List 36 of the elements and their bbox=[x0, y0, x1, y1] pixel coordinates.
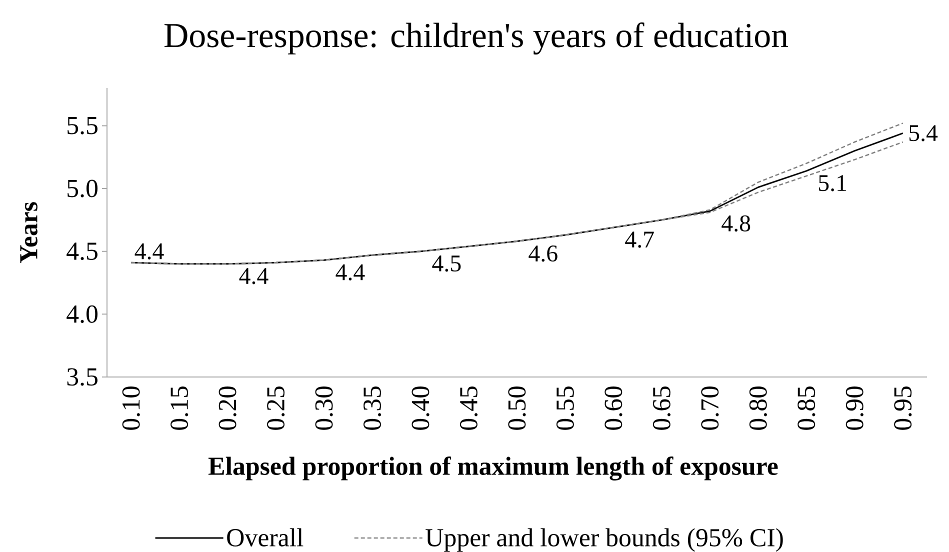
x-tick-label: 0.35 bbox=[363, 386, 382, 430]
data-label: 4.4 bbox=[134, 243, 164, 260]
chart-title: Dose-response: children's years of education bbox=[164, 22, 788, 55]
data-label: 4.4 bbox=[239, 268, 268, 284]
x-tick-label: 0.25 bbox=[267, 386, 285, 430]
x-tick-label: 0.10 bbox=[122, 386, 140, 430]
x-tick-label: 0.40 bbox=[412, 386, 430, 430]
x-tick-label: 0.80 bbox=[749, 386, 767, 430]
x-tick-label: 0.60 bbox=[604, 386, 622, 430]
y-axis-title: Years bbox=[20, 202, 38, 263]
x-tick-label: 0.15 bbox=[170, 386, 188, 430]
data-label: 5.1 bbox=[819, 175, 846, 192]
x-tick-label: 0.55 bbox=[556, 386, 574, 430]
x-tick-label: 0.90 bbox=[846, 386, 864, 430]
y-tick-label: 4.5 bbox=[66, 242, 98, 260]
data-label: 4.5 bbox=[432, 256, 461, 272]
x-tick-label: 0.20 bbox=[218, 386, 236, 430]
x-tick-label: 0.30 bbox=[315, 386, 333, 430]
y-tick-label: 4.0 bbox=[66, 305, 98, 323]
x-tick-label: 0.65 bbox=[652, 386, 670, 430]
data-label: 4.8 bbox=[722, 215, 750, 232]
x-tick-label: 0.45 bbox=[460, 386, 478, 430]
legend-label: Overall bbox=[227, 528, 304, 546]
x-tick-label: 0.50 bbox=[508, 386, 526, 430]
y-tick-label: 5.5 bbox=[68, 117, 98, 134]
data-label: 4.4 bbox=[336, 264, 365, 280]
y-tick-label: 5.0 bbox=[68, 180, 98, 198]
y-tick-label: 3.5 bbox=[67, 368, 98, 386]
data-label: 4.6 bbox=[528, 245, 558, 262]
x-axis-title: Elapsed proportion of maximum length of exposure bbox=[208, 456, 778, 480]
x-tick-label: 0.70 bbox=[701, 386, 719, 430]
data-label: 4.7 bbox=[625, 232, 654, 248]
x-tick-label: 0.85 bbox=[798, 386, 816, 430]
legend-label: Upper and lower bounds (95% CI) bbox=[426, 528, 783, 552]
data-label: 5.4 bbox=[909, 125, 938, 142]
x-tick-label: 0.95 bbox=[894, 386, 912, 430]
